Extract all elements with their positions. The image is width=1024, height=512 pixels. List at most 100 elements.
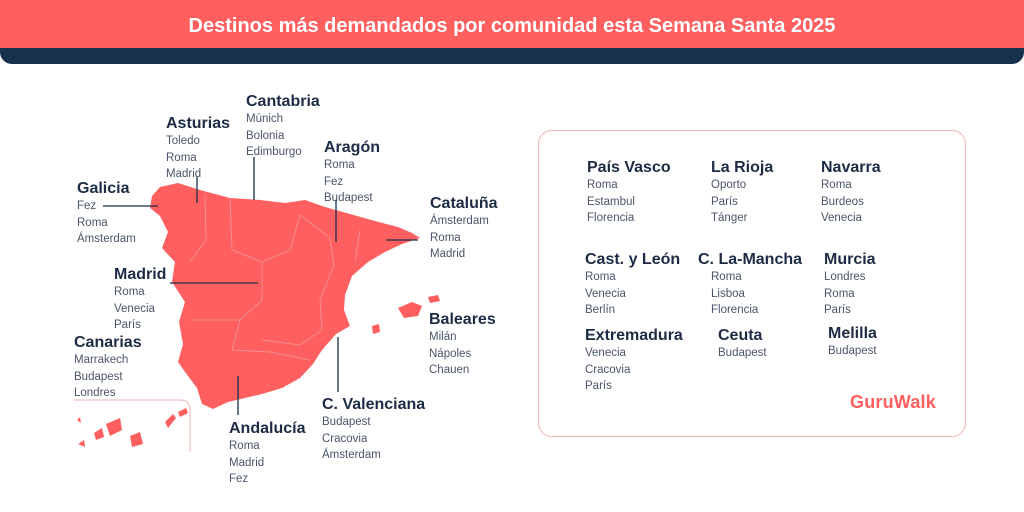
destination: Madrid <box>166 168 202 180</box>
region-cataluna: Cataluña Ámsterdam Roma Madrid <box>430 194 498 263</box>
region-canarias: Canarias Marrakech Budapest Londres <box>74 333 142 402</box>
region-borders <box>189 193 361 361</box>
destination: Roma <box>585 271 616 283</box>
region-name: Cantabria <box>246 93 320 110</box>
destination: Budapest <box>828 345 877 357</box>
baleares-shape <box>398 302 422 318</box>
destination: Bolonia <box>246 129 285 142</box>
region-name: C. La-Mancha <box>698 251 803 268</box>
destination: Florencia <box>711 304 759 316</box>
destination: Cracovia <box>322 432 368 445</box>
canarias-shapes <box>77 408 188 447</box>
destination: Roma <box>824 287 855 300</box>
region-name: Canarias <box>74 334 142 351</box>
destination: Roma <box>77 216 108 229</box>
region-cast-leon: Cast. y León Roma Venecia Berlín <box>585 250 680 319</box>
destination: Budapest <box>74 370 123 383</box>
destination: Venecia <box>585 287 626 300</box>
destination: Venecia <box>821 212 862 224</box>
destination: Roma <box>229 440 260 452</box>
destination: Cracovia <box>585 363 631 376</box>
region-cantabria: Cantabria Múnich Bolonia Edimburgo <box>246 92 320 161</box>
region-aragon: Aragón Roma Fez Budapest <box>324 138 380 207</box>
region-la-rioja: La Rioja Oporto París Tánger <box>711 158 773 227</box>
ibiza-shape <box>372 324 380 334</box>
region-name: Aragón <box>324 139 380 156</box>
header-banner <box>0 0 1024 56</box>
canarias-inset-border <box>74 399 191 452</box>
page-title: Destinos más demandados por comunidad es… <box>188 15 836 37</box>
destination: Chauen <box>429 364 470 376</box>
destination: Londres <box>824 271 866 283</box>
destination: Londres <box>74 387 116 399</box>
destination: Múnich <box>246 113 284 125</box>
region-name: C. Valenciana <box>322 396 426 413</box>
region-melilla: Melilla Budapest <box>828 324 877 360</box>
region-asturias: Asturias Toledo Roma Madrid <box>166 114 230 183</box>
destination: Fez <box>77 200 97 212</box>
region-murcia: Murcia Londres Roma París <box>824 250 876 319</box>
destination: Burdeos <box>821 195 864 208</box>
region-valenciana: C. Valenciana Budapest Cracovia Ámsterda… <box>322 395 425 464</box>
destination: París <box>585 380 612 392</box>
region-navarra: Navarra Roma Burdeos Venecia <box>821 158 881 227</box>
destination: Tánger <box>711 212 748 224</box>
region-name: Ceuta <box>718 327 763 344</box>
destination: Berlín <box>585 304 616 316</box>
destination: Fez <box>229 473 249 485</box>
destination: Ámsterdam <box>322 449 381 461</box>
leader-lines <box>103 157 418 415</box>
destination: Edimburgo <box>246 146 302 158</box>
region-name: País Vasco <box>587 159 671 176</box>
region-name: La Rioja <box>711 159 774 176</box>
destination: París <box>824 304 851 316</box>
region-name: Navarra <box>821 159 881 176</box>
destination: Budapest <box>324 192 373 204</box>
destination: Budapest <box>718 347 767 359</box>
mainland-shape <box>150 183 420 409</box>
region-ceuta: Ceuta Budapest <box>718 326 767 362</box>
region-pais-vasco: País Vasco Roma Estambul Florencia <box>587 158 671 227</box>
destination: Roma <box>821 179 852 191</box>
guruwalk-logo: GuruWalk <box>850 392 936 412</box>
header-banner-shadow <box>0 48 1024 64</box>
destination: Roma <box>324 159 355 171</box>
region-name: Extremadura <box>585 327 683 344</box>
destination: París <box>711 195 738 208</box>
destination: Florencia <box>587 212 635 224</box>
destination: Estambul <box>587 195 635 208</box>
destination: Roma <box>114 286 145 298</box>
destination: Roma <box>587 179 618 191</box>
destination: Lisboa <box>711 287 745 300</box>
destination: Oporto <box>711 179 747 191</box>
region-extremadura: Extremadura Venecia Cracovia París <box>585 326 683 395</box>
destination: Ámsterdam <box>430 215 489 227</box>
destination: Roma <box>166 151 197 164</box>
destination: Nápoles <box>429 347 472 360</box>
region-name: Cataluña <box>430 195 498 212</box>
destination: Roma <box>430 231 461 244</box>
region-name: Madrid <box>114 266 167 283</box>
destination: Venecia <box>585 347 626 359</box>
region-madrid: Madrid Roma Venecia París <box>114 265 166 334</box>
region-name: Asturias <box>166 115 231 132</box>
destination: Milán <box>429 331 457 343</box>
region-name: Cast. y León <box>585 251 681 268</box>
destination: Ámsterdam <box>77 233 136 245</box>
destination: Toledo <box>166 135 200 147</box>
destination: Budapest <box>322 416 371 428</box>
region-name: Melilla <box>828 325 877 342</box>
region-name: Andalucía <box>229 420 306 437</box>
region-name: Murcia <box>824 251 876 268</box>
destination: Madrid <box>430 248 466 260</box>
destination: Fez <box>324 175 344 188</box>
menorca-shape <box>428 295 440 303</box>
region-name: Baleares <box>429 311 496 328</box>
destination: Madrid <box>229 456 265 469</box>
region-galicia: Galicia Fez Roma Ámsterdam <box>77 179 136 248</box>
destination: Marrakech <box>74 354 129 366</box>
destination: París <box>114 319 141 331</box>
region-baleares: Baleares Milán Nápoles Chauen <box>429 310 496 379</box>
region-andalucia: Andalucía Roma Madrid Fez <box>229 419 305 488</box>
